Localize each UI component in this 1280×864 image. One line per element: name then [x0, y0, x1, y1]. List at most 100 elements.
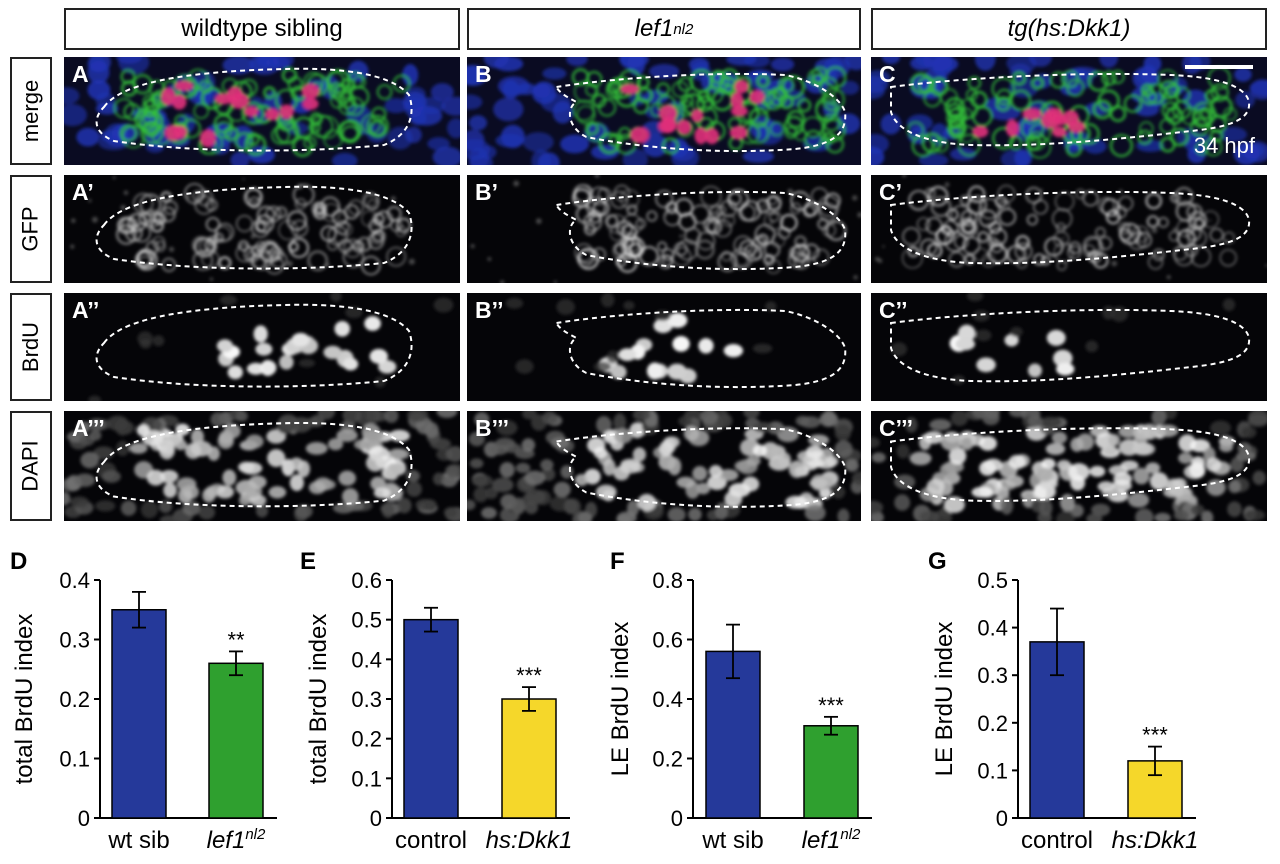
- header-wildtype-text: wildtype sibling: [181, 15, 343, 42]
- y-tick-label: 0.3: [977, 663, 1008, 688]
- panel-letter: C: [879, 61, 896, 87]
- bar-wt-sib: [705, 650, 761, 819]
- row-label-dapi: DAPI: [10, 411, 52, 521]
- panel-letter: C’: [879, 179, 902, 205]
- error-bar: [726, 623, 740, 680]
- header-wildtype-sibling: wildtype sibling: [64, 8, 460, 50]
- y-tick-label: 0.2: [59, 687, 90, 712]
- panel-c-merge: C 34 hpf: [871, 57, 1267, 165]
- panel-letter: C’’’: [879, 415, 914, 441]
- panel-b2-brdu: B’’: [467, 293, 861, 401]
- category-label: wt sib: [701, 827, 763, 854]
- chart-f: 0 0.2 0.4 0.6 0.8 LE BrdU index wt sib *** lef1n…: [607, 540, 930, 859]
- roi-dashed-outline: [95, 185, 413, 270]
- panel-a3-dapi: A’’’: [64, 411, 460, 521]
- roi-dashed-outline: [555, 72, 847, 153]
- roi-dashed-outline: [555, 190, 847, 271]
- roi-dashed-outline: [95, 421, 413, 508]
- roi-dashed-outline: [890, 308, 1251, 383]
- y-tick-label: 0.1: [59, 747, 90, 772]
- category-label: lef1nl2: [802, 826, 861, 854]
- header-lef1-sup: nl2: [673, 20, 694, 38]
- roi-dashed-outline: [890, 427, 1251, 502]
- y-axis-label: LE BrdU index: [931, 622, 958, 777]
- panel-a1-gfp: A’: [64, 175, 460, 283]
- y-tick-label: 0: [671, 806, 683, 831]
- y-tick-label: 0.2: [652, 747, 683, 772]
- chart-letter-d: D: [10, 548, 28, 575]
- roi-dashed-outline: [890, 72, 1251, 147]
- y-tick-label: 0.6: [351, 568, 382, 593]
- y-tick-label: 0.1: [351, 766, 382, 791]
- chart-e: 0 0.1 0.2 0.3 0.4 0.5 0.6 total BrdU index contr…: [300, 540, 610, 859]
- bar-wt-sib: [111, 609, 167, 819]
- y-tick-label: 0.2: [977, 711, 1008, 736]
- panel-letter: B’’’: [475, 415, 510, 441]
- y-tick-label: 0.4: [652, 687, 683, 712]
- panel-letter: B’’: [475, 297, 504, 323]
- panel-a2-brdu: A’’: [64, 293, 460, 401]
- significance-marker: ***: [1142, 723, 1168, 748]
- y-tick-label: 0: [78, 806, 90, 831]
- y-tick-label: 0.3: [59, 628, 90, 653]
- y-tick-label: 0.4: [351, 647, 382, 672]
- panel-letter: A: [72, 61, 89, 87]
- panel-image: [64, 57, 460, 165]
- row-label-brdu: BrdU: [10, 293, 52, 401]
- significance-marker: **: [227, 627, 245, 652]
- bar-hs-dkk1: [501, 698, 557, 819]
- panel-image: [64, 411, 460, 521]
- y-tick-label: 0.5: [351, 608, 382, 633]
- panel-image: [871, 57, 1267, 165]
- panel-image: [890, 293, 1251, 385]
- header-dkk1-text: tg(hs:Dkk1): [1007, 15, 1131, 42]
- y-tick-label: 0.2: [351, 727, 382, 752]
- y-tick-label: 0: [996, 806, 1008, 831]
- panel-a-merge: A: [64, 57, 460, 165]
- category-label: hs:Dkk1: [1112, 827, 1199, 854]
- significance-marker: ***: [516, 663, 542, 688]
- panel-letter: B’: [475, 179, 498, 205]
- y-tick-label: 0.8: [652, 568, 683, 593]
- panel-b1-gfp: B’: [467, 175, 861, 283]
- chart-d: 0 0.1 0.2 0.3 0.4 total BrdU index wt sib ** lef…: [0, 540, 300, 859]
- category-label: wt sib: [107, 827, 169, 854]
- panel-letter: A’: [72, 179, 94, 205]
- y-tick-label: 0: [370, 806, 382, 831]
- error-bar: [824, 715, 838, 736]
- panel-letter: A’’’: [72, 415, 105, 441]
- roi-dashed-outline: [555, 427, 847, 508]
- y-tick-label: 0.6: [652, 628, 683, 653]
- panel-c2-brdu: C’’: [871, 293, 1267, 401]
- panel-image: [505, 293, 847, 389]
- stage-label: 34 hpf: [1193, 133, 1255, 158]
- panel-image: [871, 411, 1267, 521]
- category-label: lef1nl2: [207, 826, 266, 854]
- y-axis-label: total BrdU index: [11, 614, 38, 785]
- y-axis-label: LE BrdU index: [607, 622, 634, 777]
- bar-lef1: [208, 662, 264, 819]
- y-tick-label: 0.4: [59, 568, 90, 593]
- panel-image: [70, 176, 415, 281]
- error-bar: [424, 606, 438, 633]
- header-dkk1: tg(hs:Dkk1): [871, 8, 1267, 50]
- chart-letter-f: F: [610, 548, 625, 575]
- chart-letter-g: G: [928, 548, 947, 575]
- category-label: control: [395, 827, 467, 854]
- header-lef1: lef1 nl2: [467, 8, 861, 50]
- chart-g: 0 0.1 0.2 0.3 0.4 0.5 LE BrdU index control *** h…: [930, 540, 1280, 859]
- roi-dashed-outline: [890, 190, 1251, 265]
- panel-image: [88, 293, 454, 401]
- panel-image: [874, 175, 1267, 280]
- bar-control: [403, 618, 459, 819]
- y-tick-label: 0.4: [977, 616, 1008, 641]
- error-bar: [1148, 745, 1162, 777]
- panel-b-merge: B: [467, 57, 861, 165]
- panel-letter: B: [475, 61, 492, 87]
- error-bar: [229, 650, 243, 677]
- row-label-gfp: GFP: [10, 175, 52, 283]
- category-label: hs:Dkk1: [486, 827, 573, 854]
- scale-bar: [1185, 65, 1253, 69]
- panel-b3-dapi: B’’’: [467, 411, 861, 521]
- y-tick-label: 0.3: [351, 687, 382, 712]
